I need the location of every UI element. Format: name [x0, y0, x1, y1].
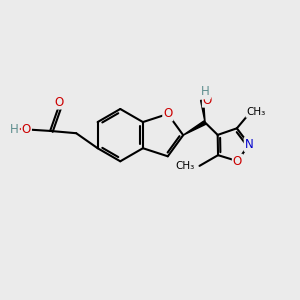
Text: N: N [245, 138, 254, 151]
Text: O: O [203, 94, 212, 107]
Text: CH₃: CH₃ [246, 107, 266, 117]
Text: O: O [22, 123, 31, 136]
Text: O: O [163, 107, 172, 121]
Text: H: H [10, 123, 19, 136]
Polygon shape [183, 121, 206, 135]
Text: O: O [54, 96, 64, 109]
Text: CH₃: CH₃ [175, 161, 194, 171]
Polygon shape [201, 100, 205, 122]
Text: H: H [201, 85, 210, 98]
Text: O: O [233, 154, 242, 168]
